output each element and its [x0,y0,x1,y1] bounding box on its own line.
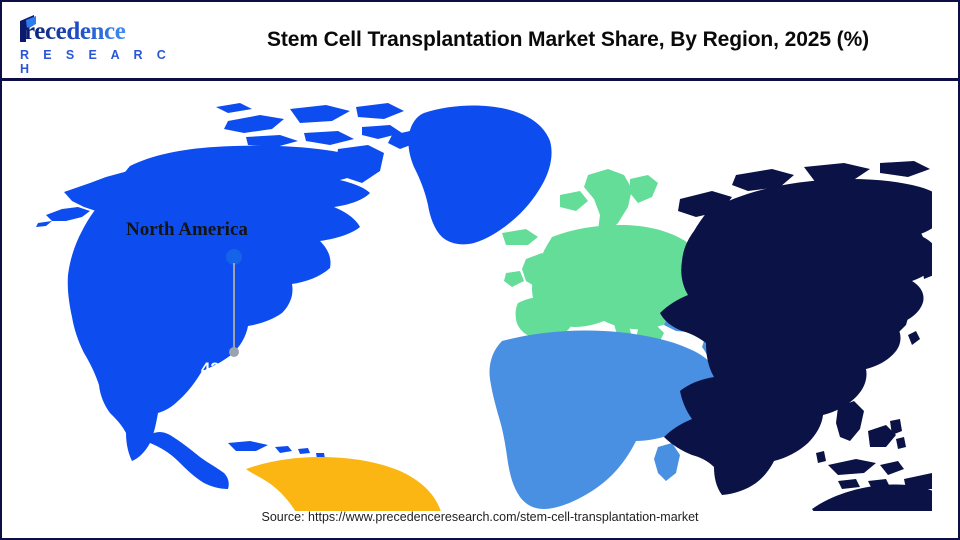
source-attribution: Source: https://www.precedenceresearch.c… [261,510,699,524]
svg-text:recedence: recedence [24,18,126,45]
region-latin-america[interactable] [246,457,443,511]
pin-foot-icon [229,347,239,357]
pin-head-icon [226,249,242,265]
region-asia-pacific[interactable] [660,161,932,511]
map-pin-marker[interactable] [226,249,244,361]
logo-subtitle: R E S E A R C H [20,48,172,76]
page-title: Stem Cell Transplantation Market Share, … [266,28,870,51]
brand-logo[interactable]: recedence R E S E A R C H [14,12,179,76]
callout-region-label: North America [126,219,248,240]
pin-stem-icon [233,263,235,351]
precedence-wordmark-icon: recedence [20,15,126,45]
map-canvas: North America 42.50% Source: https://www… [2,81,958,538]
region-north-america[interactable] [36,103,552,489]
callout-value-label: 42.50% [201,360,259,378]
world-map-graphic [36,103,932,511]
header-bar: recedence R E S E A R C H Stem Cell Tran… [2,2,958,81]
